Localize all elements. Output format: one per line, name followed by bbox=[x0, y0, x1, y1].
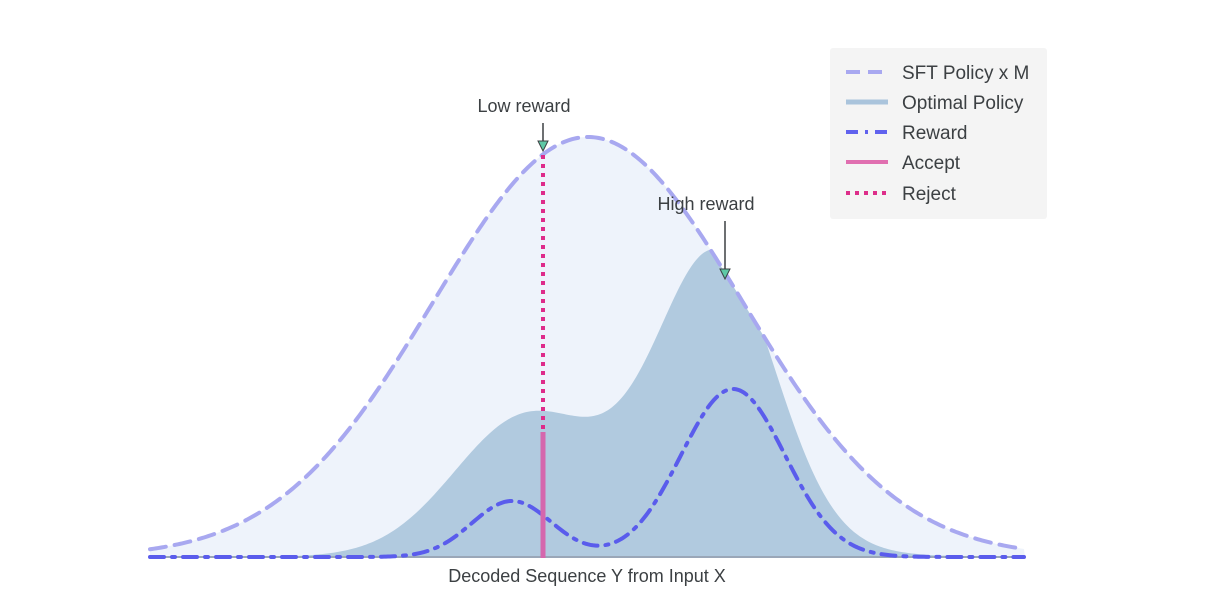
legend: SFT Policy x M Optimal Policy Reward Acc… bbox=[830, 48, 1047, 219]
sft-envelope-fill bbox=[150, 137, 1025, 557]
legend-label-optimal-policy: Optimal Policy bbox=[902, 93, 1024, 114]
optimal-policy-area bbox=[150, 249, 1025, 557]
sft-policy-curve bbox=[148, 134, 1026, 552]
legend-label-reward: Reward bbox=[902, 123, 967, 144]
legend-item-accept: Accept bbox=[846, 153, 961, 174]
legend-label-sft-policy: SFT Policy x M bbox=[902, 63, 1029, 84]
legend-background bbox=[830, 48, 1047, 219]
legend-item-optimal-policy: Optimal Policy bbox=[846, 93, 1024, 114]
reward-curve bbox=[148, 387, 1026, 559]
legend-label-reject: Reject bbox=[902, 184, 957, 205]
x-axis-label: Decoded Sequence Y from Input X bbox=[448, 566, 726, 586]
legend-label-accept: Accept bbox=[902, 153, 961, 174]
legend-item-reject: Reject bbox=[846, 184, 957, 205]
legend-item-sft-policy: SFT Policy x M bbox=[846, 63, 1029, 84]
legend-item-reward: Reward bbox=[846, 123, 967, 144]
high-reward-annotation: High reward bbox=[657, 194, 754, 214]
low-reward-annotation: Low reward bbox=[477, 96, 570, 116]
low-reward-arrow-head bbox=[537, 140, 549, 153]
high-reward-arrow-head bbox=[719, 268, 731, 281]
